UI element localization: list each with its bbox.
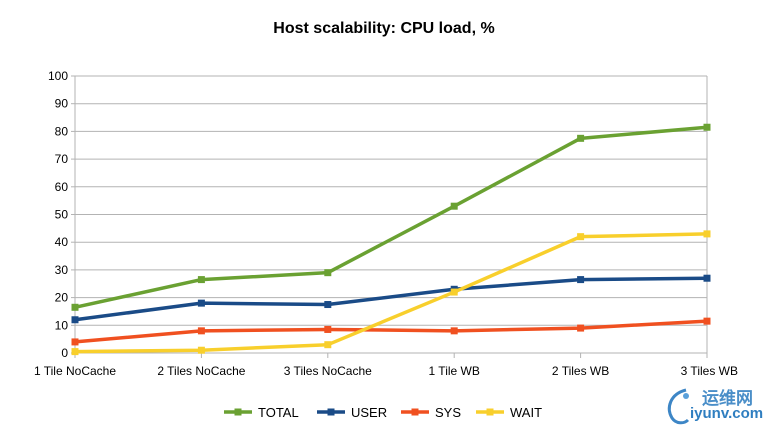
y-tick-label-50: 50 bbox=[55, 208, 69, 222]
point-sys-3 bbox=[450, 327, 458, 335]
x-tick-label-5: 3 Tiles WB bbox=[681, 364, 738, 378]
legend-item-user: USER bbox=[317, 405, 387, 420]
y-tick-label-20: 20 bbox=[55, 291, 69, 305]
point-wait-3 bbox=[450, 288, 458, 296]
point-user-4 bbox=[577, 276, 585, 284]
point-sys-0 bbox=[71, 338, 79, 346]
series-line-user bbox=[73, 276, 709, 322]
legend-label-total: TOTAL bbox=[258, 405, 299, 420]
legend: TOTAL USER SYS WAIT bbox=[224, 405, 542, 420]
point-total-1 bbox=[197, 276, 205, 284]
point-sys-5 bbox=[703, 317, 711, 325]
x-tick-label-1: 2 Tiles NoCache bbox=[157, 364, 245, 378]
legend-label-user: USER bbox=[351, 405, 387, 420]
legend-swatch-marker-wait bbox=[486, 408, 494, 416]
gridlines bbox=[75, 75, 707, 354]
legend-item-total: TOTAL bbox=[224, 405, 299, 420]
point-wait-2 bbox=[324, 341, 332, 349]
point-user-1 bbox=[197, 299, 205, 307]
point-user-5 bbox=[703, 274, 711, 282]
point-total-0 bbox=[71, 303, 79, 311]
series-line-sys bbox=[73, 319, 709, 344]
y-tick-label-90: 90 bbox=[55, 97, 69, 111]
legend-label-sys: SYS bbox=[435, 405, 461, 420]
point-total-2 bbox=[324, 269, 332, 277]
x-tick-label-4: 2 Tiles WB bbox=[552, 364, 609, 378]
x-axis-ticks: 1 Tile NoCache 2 Tiles NoCache 3 Tiles NoC… bbox=[34, 353, 738, 378]
point-sys-4 bbox=[577, 324, 585, 332]
series-line-total bbox=[73, 125, 709, 310]
x-tick-label-3: 1 Tile WB bbox=[429, 364, 480, 378]
point-total-4 bbox=[577, 134, 585, 142]
watermark: 运维网 iyunv.com bbox=[662, 382, 764, 428]
y-tick-label-10: 10 bbox=[55, 318, 69, 332]
watermark-cn: 运维网 bbox=[702, 389, 753, 409]
legend-swatch-marker-user bbox=[327, 408, 335, 416]
y-tick-label-40: 40 bbox=[55, 235, 69, 249]
point-wait-4 bbox=[577, 233, 585, 241]
legend-item-wait: WAIT bbox=[476, 405, 542, 420]
point-total-3 bbox=[450, 202, 458, 210]
y-tick-label-30: 30 bbox=[55, 263, 69, 277]
point-total-5 bbox=[703, 123, 711, 131]
point-sys-2 bbox=[324, 325, 332, 333]
y-tick-label-100: 100 bbox=[48, 69, 68, 83]
series-line-wait bbox=[73, 232, 709, 354]
y-tick-label-80: 80 bbox=[55, 124, 69, 138]
point-user-0 bbox=[71, 316, 79, 324]
series-group bbox=[71, 123, 711, 356]
watermark-en: iyunv.com bbox=[690, 405, 764, 422]
x-tick-label-0: 1 Tile NoCache bbox=[34, 364, 116, 378]
x-tick-label-2: 3 Tiles NoCache bbox=[284, 364, 372, 378]
point-wait-1 bbox=[197, 346, 205, 354]
point-user-2 bbox=[324, 301, 332, 309]
y-axis-ticks: 0 10 20 30 40 50 60 70 80 90 100 bbox=[48, 69, 75, 360]
y-tick-label-60: 60 bbox=[55, 180, 69, 194]
watermark-logo-icon bbox=[667, 388, 690, 425]
point-wait-5 bbox=[703, 230, 711, 238]
legend-swatch-marker-total bbox=[234, 408, 242, 416]
y-tick-label-0: 0 bbox=[61, 346, 68, 360]
point-sys-1 bbox=[197, 327, 205, 335]
legend-item-sys: SYS bbox=[401, 405, 461, 420]
legend-swatch-marker-sys bbox=[411, 408, 419, 416]
point-wait-0 bbox=[71, 348, 79, 356]
y-tick-label-70: 70 bbox=[55, 152, 69, 166]
chart-title: Host scalability: CPU load, % bbox=[273, 20, 494, 37]
legend-label-wait: WAIT bbox=[510, 405, 542, 420]
